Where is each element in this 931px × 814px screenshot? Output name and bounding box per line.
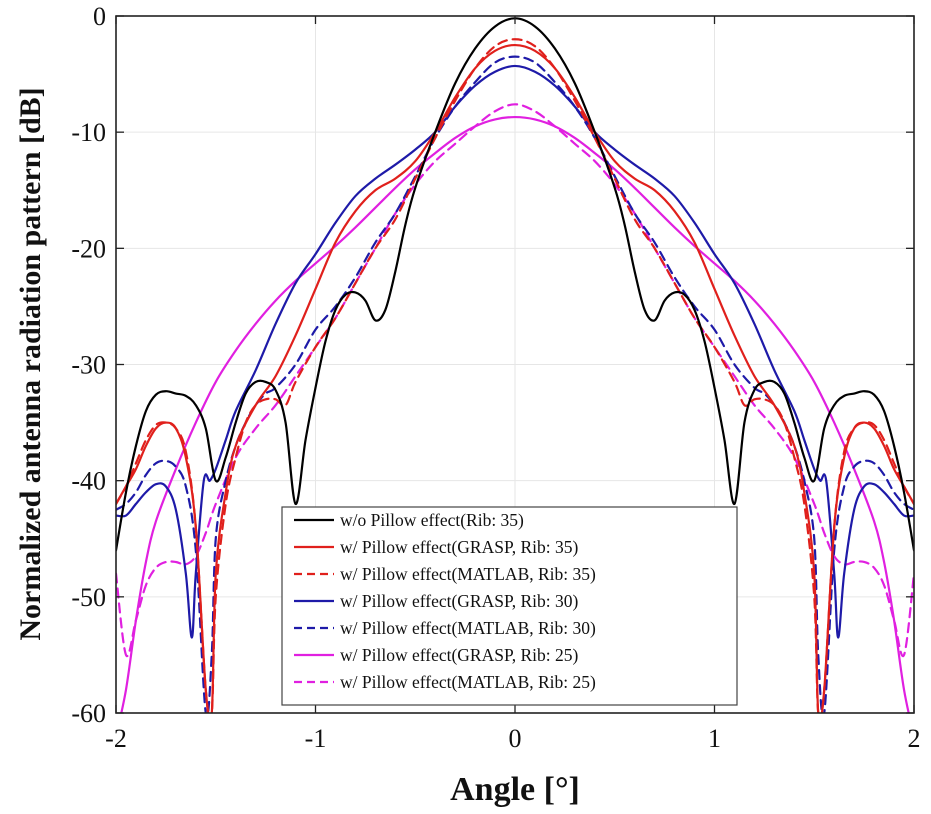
y-tick-label: -60 xyxy=(71,699,106,728)
legend-label: w/o Pillow effect(Rib: 35) xyxy=(340,510,524,530)
y-tick-label: -40 xyxy=(71,467,106,496)
legend-label: w/ Pillow effect(GRASP, Rib: 30) xyxy=(340,591,579,611)
x-tick-label: -1 xyxy=(305,724,327,753)
series-line xyxy=(120,115,910,713)
x-tick-label: 2 xyxy=(908,724,921,753)
y-tick-label: -20 xyxy=(71,234,106,263)
legend-box xyxy=(281,506,738,706)
legend-label: w/ Pillow effect(GRASP, Rib: 25) xyxy=(340,645,579,665)
y-tick-label: -30 xyxy=(71,351,106,380)
x-tick-label: 1 xyxy=(708,724,721,753)
y-tick-label: -10 xyxy=(71,118,106,147)
y-tick-label: -50 xyxy=(71,583,106,612)
y-tick-label: 0 xyxy=(93,2,106,31)
legend-label: w/ Pillow effect(MATLAB, Rib: 30) xyxy=(340,618,596,638)
series-line xyxy=(116,64,914,639)
y-axis-label: Normalized antenna radiation pattern [dB… xyxy=(14,87,47,640)
ticks: -2 -1 0 1 20-10-20-30-40-50-60 xyxy=(71,2,920,753)
x-tick-label: 0 xyxy=(509,724,522,753)
legend-label: w/ Pillow effect(GRASP, Rib: 35) xyxy=(340,537,579,557)
series-line xyxy=(116,43,914,713)
legend-label: w/ Pillow effect(MATLAB, Rib: 35) xyxy=(340,564,596,584)
legend-label: w/ Pillow effect(MATLAB, Rib: 25) xyxy=(340,672,596,692)
legend: w/o Pillow effect(Rib: 35) w/ Pillow effe… xyxy=(281,506,738,706)
x-tick-label: -2 xyxy=(105,724,127,753)
x-axis-label: Angle [°] xyxy=(450,771,580,808)
series-line xyxy=(116,38,914,713)
